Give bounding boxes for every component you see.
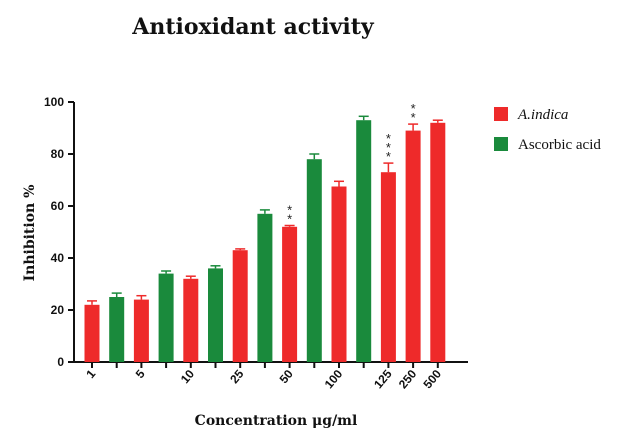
x-tick-label: 50 <box>277 367 297 386</box>
bar-ascorbic-acid <box>158 273 174 362</box>
y-tick-label: 60 <box>51 199 65 213</box>
x-tick-labels: 1 5 10 25 50 100 125 250 500 <box>83 362 444 391</box>
y-axis-label: Inhibition % <box>22 185 38 282</box>
bar-a-indica <box>84 304 100 362</box>
y-tick-label: 40 <box>51 251 65 265</box>
significance-marker: * <box>386 131 391 146</box>
bar-a-indica <box>133 299 149 362</box>
bars: ******* <box>84 101 446 362</box>
y-tick-label: 0 <box>57 355 64 369</box>
legend: A.indica Ascorbic acid <box>494 107 601 153</box>
legend-swatch-a-indica <box>494 107 508 121</box>
x-axis-label: Concentration μg/ml <box>195 413 358 429</box>
chart-title: Antioxidant activity <box>131 14 375 40</box>
x-tick-label: 10 <box>178 367 198 386</box>
significance-marker: * <box>411 101 416 116</box>
bar-a-indica <box>380 172 396 362</box>
bar-ascorbic-acid <box>208 268 223 362</box>
significance-marker: * <box>386 140 391 155</box>
bar-a-indica <box>331 186 347 362</box>
x-tick-label: 100 <box>322 367 346 392</box>
significance-marker: * <box>287 203 292 218</box>
x-tick-label: 25 <box>227 367 247 386</box>
bar-ascorbic-acid <box>306 159 322 362</box>
bar-a-indica <box>430 122 446 362</box>
x-tick-label: 250 <box>396 367 420 392</box>
x-tick-label: 125 <box>371 367 395 392</box>
axes: 0 20 40 60 80 100 <box>44 95 468 369</box>
bar-ascorbic-acid <box>356 120 372 362</box>
x-tick-label: 500 <box>420 367 444 392</box>
bar-ascorbic-acid <box>109 297 125 362</box>
bar-a-indica <box>232 250 248 362</box>
bar-a-indica <box>183 278 199 362</box>
legend-swatch-ascorbic-acid <box>494 137 508 151</box>
y-tick-label: 20 <box>51 303 65 317</box>
y-tick-label: 100 <box>44 95 64 109</box>
y-tick-label: 80 <box>51 147 65 161</box>
significance-marker: * <box>386 149 391 164</box>
legend-label-ascorbic-acid: Ascorbic acid <box>518 137 601 153</box>
significance-marker: * <box>411 110 416 125</box>
x-tick-label: 1 <box>83 367 98 381</box>
significance-marker: * <box>287 212 292 227</box>
bar-a-indica <box>405 130 421 362</box>
legend-label-a-indica: A.indica <box>517 107 568 123</box>
x-tick-label: 5 <box>133 367 148 381</box>
bar-a-indica <box>282 226 298 362</box>
bar-ascorbic-acid <box>257 213 273 362</box>
